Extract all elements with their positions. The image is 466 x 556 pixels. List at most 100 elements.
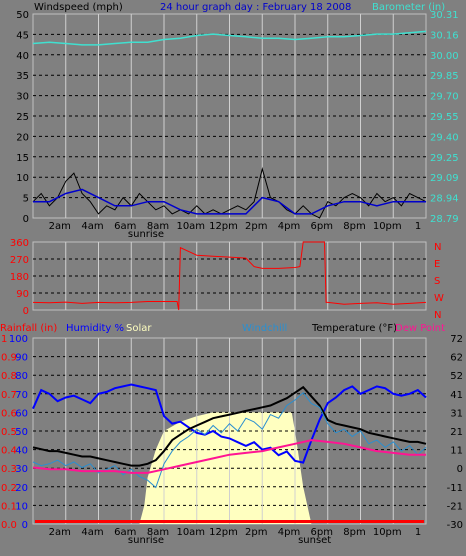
chart-marks: 0510152025303540455028.7928.9429.0929.25… — [1, 10, 463, 546]
time-tick-label: 1 — [415, 221, 421, 232]
barometer-tick-label: 29.40 — [430, 132, 459, 143]
solar-title: Solar — [126, 323, 152, 334]
rainfall-tick-label: 0.9 — [1, 353, 17, 364]
windchill-title: Windchill — [242, 323, 287, 334]
time-tick-label: 8am — [147, 527, 169, 538]
direction-tick-label: 90 — [16, 289, 29, 300]
barometer-tick-label: 29.55 — [430, 112, 459, 123]
direction-tick-label: 0 — [23, 306, 29, 317]
wind-tick-label: 40 — [16, 51, 29, 62]
humidity-tick-label: 40 — [15, 446, 28, 457]
barometer-tick-label: 28.79 — [430, 214, 459, 225]
barometer-tick-label: 29.85 — [430, 71, 459, 82]
barometer-tick-label: 30.00 — [430, 51, 459, 62]
temperature-tick-label: 41 — [450, 390, 463, 401]
humidity-title: Humidity % — [66, 323, 124, 334]
wind-average-line — [33, 188, 426, 215]
sunrise-label: sunrise — [128, 535, 164, 546]
humidity-tick-label: 70 — [15, 390, 28, 401]
wind-tick-label: 35 — [16, 71, 29, 82]
time-tick-label: 4pm — [278, 527, 300, 538]
graph-title: 24 hour graph day : February 18 2008 — [160, 2, 351, 13]
wind-tick-label: 10 — [16, 173, 29, 184]
wind-tick-label: 0 — [23, 214, 29, 225]
temperature-tick-label: 72 — [450, 334, 463, 345]
time-tick-label: 4am — [81, 527, 103, 538]
direction-tick-label: 360 — [10, 238, 29, 249]
rainfall-tick-label: 0.1 — [1, 501, 17, 512]
temperature-tick-label: 31 — [450, 408, 463, 419]
time-tick-label: 2am — [49, 527, 71, 538]
windspeed-line — [32, 167, 427, 219]
dewpoint-line — [32, 439, 426, 474]
humidity-tick-label: 50 — [15, 427, 28, 438]
humidity-tick-label: 90 — [15, 353, 28, 364]
temperature-title: Temperature (°F) — [311, 323, 397, 334]
barometer-title: Barometer (in) — [372, 2, 445, 13]
time-tick-label: 12pm — [209, 527, 238, 538]
temperature-tick-label: 11 — [450, 446, 463, 457]
direction-compass-label: N — [434, 310, 441, 321]
temperature-tick-label: 52 — [450, 371, 463, 382]
time-tick-label: 4am — [81, 221, 103, 232]
rainfall-tick-label: 0.5 — [1, 427, 17, 438]
time-tick-label: 2pm — [245, 221, 267, 232]
temperature-tick-label: 62 — [450, 353, 463, 364]
time-tick-label: 2am — [49, 221, 71, 232]
time-tick-label: 8am — [147, 221, 169, 232]
barometer-tick-label: 30.16 — [430, 30, 459, 41]
direction-tick-label: 180 — [10, 272, 29, 283]
direction-compass-label: W — [434, 293, 444, 304]
time-tick-label: 10am — [176, 221, 205, 232]
time-tick-label: 6pm — [311, 221, 333, 232]
windspeed-title: Windspeed (mph) — [34, 2, 123, 13]
rainfall-tick-label: 1 — [1, 334, 7, 345]
rainfall-tick-label: 0.8 — [1, 371, 17, 382]
time-tick-label: 10am — [176, 527, 205, 538]
wind-tick-label: 25 — [16, 112, 29, 123]
rainfall-tick-label: 0.6 — [1, 408, 17, 419]
time-tick-label: 8pm — [343, 221, 365, 232]
temperature-tick-label: -11 — [447, 483, 463, 494]
time-tick-label: 4pm — [278, 221, 300, 232]
humidity-tick-label: 80 — [15, 371, 28, 382]
wind-tick-label: 50 — [16, 10, 29, 21]
temperature-tick-label: -30 — [447, 520, 463, 531]
humidity-tick-label: 100 — [9, 334, 28, 345]
direction-compass-label: S — [434, 276, 440, 287]
humidity-tick-label: 30 — [15, 464, 28, 475]
barometer-tick-label: 30.31 — [430, 10, 459, 21]
temperature-tick-label: -21 — [447, 501, 463, 512]
rainfall-bar — [35, 520, 424, 523]
wind-tick-label: 15 — [16, 153, 29, 164]
barometer-tick-label: 29.25 — [430, 153, 459, 164]
direction-tick-label: 270 — [10, 255, 29, 266]
direction-line — [32, 241, 427, 311]
humidity-tick-label: 60 — [15, 408, 28, 419]
wind-tick-label: 5 — [23, 194, 29, 205]
time-tick-label: 1 — [415, 527, 421, 538]
time-tick-label: 6am — [114, 527, 136, 538]
rainfall-tick-label: 0.3 — [1, 464, 17, 475]
humidity-tick-label: 20 — [15, 483, 28, 494]
barometer-tick-label: 29.09 — [430, 173, 459, 184]
time-tick-label: 10pm — [373, 527, 402, 538]
rainfall-tick-label: 0.4 — [1, 446, 17, 457]
wind-tick-label: 20 — [16, 132, 29, 143]
direction-compass-label: E — [434, 259, 440, 270]
humidity-tick-label: 0 — [22, 520, 28, 531]
time-tick-label: 8pm — [343, 527, 365, 538]
time-tick-label: 10pm — [373, 221, 402, 232]
wind-tick-label: 30 — [16, 92, 29, 103]
time-tick-label: 6pm — [311, 527, 333, 538]
barometer-tick-label: 29.70 — [430, 92, 459, 103]
rainfall-tick-label: 0.7 — [1, 390, 17, 401]
dewpoint-title: Dew Point — [395, 323, 445, 334]
rainfall-tick-label: 0.2 — [1, 483, 17, 494]
barometer-tick-label: 28.94 — [430, 194, 459, 205]
barometer-line — [32, 30, 427, 46]
temperature-tick-label: 21 — [450, 427, 463, 438]
wind-tick-label: 45 — [16, 30, 29, 41]
rainfall-tick-label: 0.0 — [1, 520, 17, 531]
